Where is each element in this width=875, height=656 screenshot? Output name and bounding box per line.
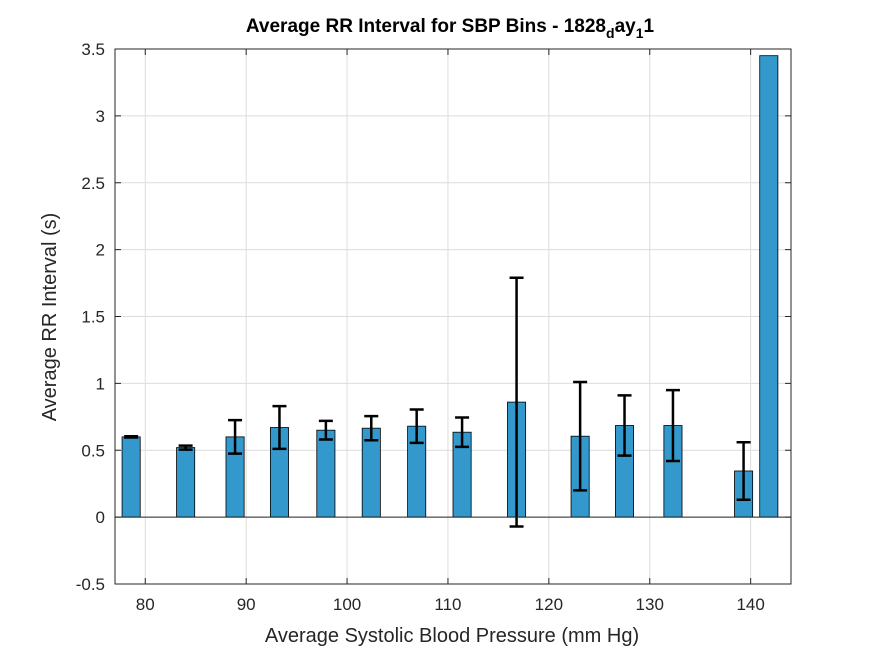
- x-tick-label: 90: [237, 595, 256, 614]
- y-axis-label: Average RR Interval (s): [39, 213, 61, 422]
- error-bars-group: [124, 276, 751, 528]
- bar: [361, 427, 381, 518]
- y-tick-label: 3.5: [81, 40, 105, 59]
- y-tick-labels: -0.5 0 0.5 1 1.5 2 2.5 3 3.5: [76, 40, 105, 594]
- bar: [121, 436, 141, 518]
- error-bar: [272, 404, 287, 451]
- error-bar: [124, 434, 139, 439]
- bars-group: [121, 55, 779, 518]
- x-tick-label: 120: [535, 595, 563, 614]
- bar: [176, 447, 196, 518]
- error-bar: [228, 418, 243, 455]
- x-tick-label: 140: [736, 595, 764, 614]
- y-tick-label: 0: [96, 508, 105, 527]
- x-tick-label: 80: [136, 595, 155, 614]
- y-tick-label: -0.5: [76, 575, 105, 594]
- bar: [316, 429, 336, 518]
- y-tick-label: 1.5: [81, 308, 105, 327]
- y-tick-label: 0.5: [81, 441, 105, 460]
- y-tick-label: 3: [96, 107, 105, 126]
- tick-marks: [115, 48, 791, 585]
- chart-title-sub1: d: [606, 25, 615, 41]
- error-bar: [178, 444, 193, 451]
- error-bar: [364, 414, 379, 442]
- error-bar: [409, 408, 424, 445]
- x-axis-label: Average Systolic Blood Pressure (mm Hg): [265, 625, 639, 647]
- bar: [759, 55, 779, 518]
- chart-title-sub2: 1: [636, 25, 644, 41]
- error-bar: [318, 419, 333, 441]
- error-bar: [617, 394, 632, 457]
- error-bar: [509, 276, 524, 528]
- y-tick-label: 2: [96, 241, 105, 260]
- x-tick-label: 130: [636, 595, 664, 614]
- y-tick-label: 2.5: [81, 174, 105, 193]
- error-bar: [665, 388, 680, 463]
- error-bar: [573, 380, 588, 492]
- error-bar: [455, 416, 470, 449]
- x-tick-label: 110: [434, 595, 461, 614]
- x-tick-labels: 80 90 100 110 120 130 140: [136, 595, 765, 614]
- error-bar: [736, 440, 751, 501]
- grid-lines: [115, 48, 791, 585]
- y-tick-label: 1: [96, 374, 105, 393]
- x-tick-label: 100: [333, 595, 361, 614]
- chart-title: Average RR Interval for SBP Bins - 1828d…: [246, 16, 655, 41]
- chart-title-end: 1: [644, 16, 655, 37]
- chart-title-main: Average RR Interval for SBP Bins - 1828: [246, 16, 606, 37]
- chart-title-mid: ay: [615, 16, 637, 37]
